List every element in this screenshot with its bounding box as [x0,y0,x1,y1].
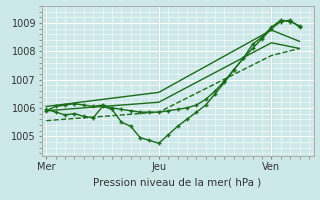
X-axis label: Pression niveau de la mer( hPa ): Pression niveau de la mer( hPa ) [93,177,262,187]
